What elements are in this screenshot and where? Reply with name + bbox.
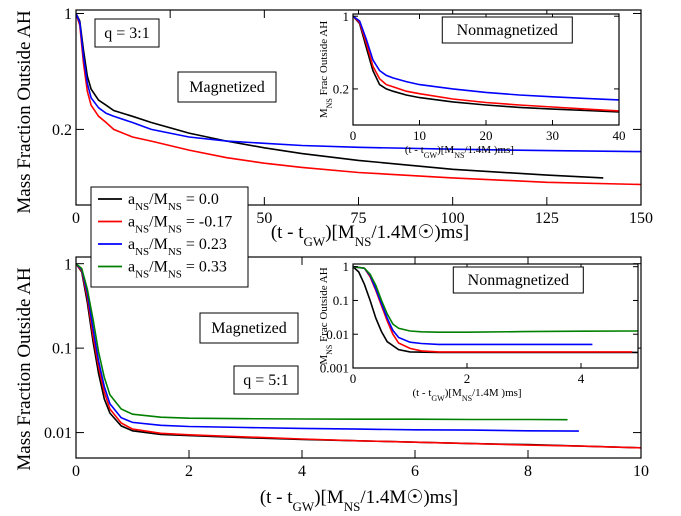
bottom-inset-y-tick-label: 1 <box>343 259 350 274</box>
top-main-series-line-2 <box>76 13 641 153</box>
top-inset-title-box <box>441 16 573 44</box>
bottom-inset-y-tick-label: 0.1 <box>333 293 349 308</box>
top-inset-title: Nonmagnetized <box>457 22 558 39</box>
bottom-main-frame <box>75 256 642 459</box>
svg-text:Magnetized: Magnetized <box>189 79 265 96</box>
bottom-inset-title-box <box>452 266 584 294</box>
bottom-main-series-line-1 <box>76 263 641 449</box>
bottom-main-y-tick-label: 0.01 <box>44 425 72 442</box>
bottom-y-axis-label: Mass Fraction Outside AH <box>14 267 35 470</box>
magnetized-label-bottom: Magnetized <box>199 312 299 344</box>
top-inset-y-tick-label: 0.2 <box>333 81 349 96</box>
top-inset-x-tick-label: 30 <box>546 128 559 143</box>
bottom-inset-frame <box>352 263 639 369</box>
legend-item-label: aNS/MNS = 0.33 <box>128 259 227 281</box>
bottom-main-x-tick-label: 8 <box>524 463 532 480</box>
top-main-x-tick-label: 100 <box>441 210 465 227</box>
bottom-main-x-tick-label: 6 <box>411 463 419 480</box>
top-x-axis-label: (t - tGW)[MNS/1.4M☉)ms] <box>271 222 469 249</box>
magnetized-label-top: Magnetized <box>177 71 277 103</box>
top-main-y-tick-label: 1 <box>64 6 72 23</box>
top-inset-y-tick-label: 1 <box>343 9 350 24</box>
top-inset-y-axis-label: MNS Frac Outside AH <box>318 21 334 118</box>
legend-item-label: aNS/MNS = -0.17 <box>128 214 232 236</box>
q-label-top: q = 3:1 <box>94 18 160 48</box>
bottom-inset-x-tick-label: 0 <box>350 371 357 386</box>
top-main-x-tick-label: 125 <box>535 210 559 227</box>
top-inset-series-line-2 <box>353 15 619 101</box>
top-inset-series-line-0 <box>353 15 619 113</box>
top-inset-x-axis-label: (t - tGW)[MNS/1.4M )ms] <box>405 144 514 160</box>
top-main-y-tick-label: 0.2 <box>52 122 72 139</box>
bottom-inset-y-tick-label: 0.01 <box>326 327 349 342</box>
bottom-inset-panel: 0 2 4 1 0.1 0.01 0.001 Nonmagnetized MNS Frac Ou… <box>318 259 639 403</box>
top-inset-series-line-1 <box>353 15 619 112</box>
bottom-x-axis-label: (t - tGW)[MNS/1.4M☉)ms] <box>260 487 458 514</box>
svg-text:q = 5:1: q = 5:1 <box>243 372 288 389</box>
svg-text:q = 3:1: q = 3:1 <box>104 25 149 42</box>
top-main-x-tick-label: 150 <box>629 210 653 227</box>
legend-item-label: aNS/MNS = 0.0 <box>128 191 219 213</box>
bottom-main-series-line-2 <box>76 263 579 432</box>
bottom-inset-y-axis-label: MNS Frac Outside AH <box>318 267 334 364</box>
top-main-x-tick-label: 75 <box>351 210 367 227</box>
bottom-inset-series-line-2 <box>353 265 593 346</box>
bottom-main-x-tick-label: 10 <box>633 463 649 480</box>
bottom-inset-title: Nonmagnetized <box>468 272 569 289</box>
bottom-main-y-tick-label: 0.1 <box>52 341 72 358</box>
top-inset-x-tick-label: 0 <box>350 128 357 143</box>
q-label-bottom: q = 5:1 <box>233 365 299 395</box>
bottom-inset-x-tick-label: 4 <box>578 371 585 386</box>
bottom-inset-x-axis-label: (t - tGW)[MNS/1.4M )ms] <box>412 387 521 403</box>
top-inset-x-tick-label: 10 <box>413 128 426 143</box>
top-inset-panel: 0 10 20 30 40 1 0.2 Nonmagnetized MNS Frac Outsi… <box>318 9 626 160</box>
bottom-inset-x-tick-label: 2 <box>464 371 471 386</box>
top-inset-x-tick-label: 20 <box>480 128 493 143</box>
bottom-main-x-tick-label: 2 <box>185 463 193 480</box>
bottom-main-y-tick-label: 1 <box>64 256 72 273</box>
top-main-x-tick-label: 50 <box>256 210 272 227</box>
bottom-main-x-tick-label: 4 <box>298 463 306 480</box>
bottom-main-x-tick-label: 0 <box>72 463 80 480</box>
svg-text:Magnetized: Magnetized <box>211 320 287 337</box>
bottom-inset-series-line-3 <box>353 265 638 333</box>
top-y-axis-label: Mass Fraction Outside AH <box>14 10 35 213</box>
bottom-inset-y-tick-label: 0.001 <box>320 361 349 376</box>
top-main-series-line-1 <box>76 13 641 186</box>
legend-item-label: aNS/MNS = 0.23 <box>128 236 227 258</box>
top-main-x-tick-label: 0 <box>72 210 80 227</box>
bottom-main-series-line-3 <box>76 263 568 421</box>
top-main-series-line-0 <box>76 13 604 179</box>
top-inset-x-tick-label: 40 <box>613 128 626 143</box>
